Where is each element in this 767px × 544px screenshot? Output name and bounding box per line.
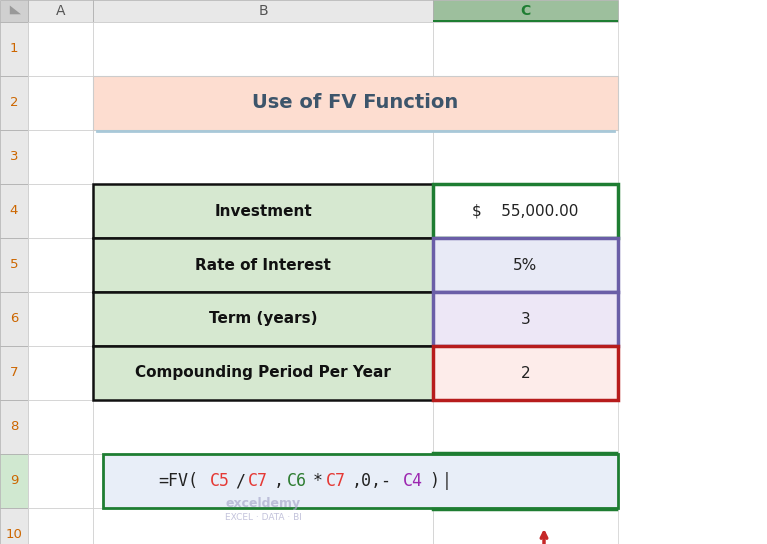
- Bar: [433, 76, 618, 130]
- Bar: [28, 400, 93, 454]
- Bar: [0, 22, 28, 76]
- Bar: [93, 184, 433, 238]
- Bar: [0, 292, 28, 346]
- Bar: [93, 238, 433, 292]
- Bar: [28, 454, 93, 508]
- Bar: [0, 454, 28, 508]
- Bar: [433, 238, 618, 292]
- Text: C7: C7: [326, 472, 346, 490]
- Bar: [433, 346, 618, 400]
- Bar: [93, 346, 433, 400]
- Text: 3: 3: [10, 151, 18, 164]
- Bar: [93, 76, 433, 130]
- Text: 6: 6: [10, 312, 18, 325]
- Bar: [28, 184, 93, 238]
- Bar: [28, 346, 93, 400]
- Bar: [93, 22, 433, 76]
- Bar: [103, 454, 618, 508]
- Polygon shape: [10, 5, 21, 14]
- Bar: [433, 238, 618, 292]
- Text: Compounding Period Per Year: Compounding Period Per Year: [135, 366, 391, 380]
- Text: |: |: [442, 472, 452, 490]
- Text: 8: 8: [10, 421, 18, 434]
- Text: 10: 10: [5, 529, 22, 541]
- Bar: [93, 292, 433, 346]
- Text: C: C: [520, 4, 531, 18]
- Bar: [433, 292, 618, 346]
- Bar: [433, 130, 618, 184]
- Text: =FV(: =FV(: [158, 472, 198, 490]
- Text: 2: 2: [10, 96, 18, 109]
- Text: 3: 3: [521, 312, 530, 326]
- Bar: [93, 238, 433, 292]
- Bar: [0, 0, 28, 22]
- Text: ,: ,: [274, 472, 284, 490]
- Bar: [433, 508, 618, 544]
- Bar: [93, 508, 433, 544]
- Bar: [93, 400, 433, 454]
- Bar: [433, 0, 618, 22]
- Text: A: A: [56, 4, 65, 18]
- Text: 4: 4: [10, 205, 18, 218]
- Text: Investment: Investment: [214, 203, 312, 219]
- Bar: [0, 184, 28, 238]
- Bar: [433, 400, 618, 454]
- Bar: [93, 346, 433, 400]
- Text: Term (years): Term (years): [209, 312, 318, 326]
- Text: C7: C7: [249, 472, 268, 490]
- Bar: [93, 76, 618, 130]
- Bar: [433, 346, 618, 400]
- Bar: [93, 454, 433, 508]
- Bar: [0, 508, 28, 544]
- Bar: [0, 76, 28, 130]
- Text: EXCEL · DATA · BI: EXCEL · DATA · BI: [225, 514, 301, 522]
- Text: *: *: [313, 472, 323, 490]
- Text: 2: 2: [521, 366, 530, 380]
- Bar: [93, 0, 433, 22]
- Bar: [0, 346, 28, 400]
- Bar: [0, 130, 28, 184]
- Text: 1: 1: [10, 42, 18, 55]
- Bar: [433, 184, 618, 238]
- Text: ,0,-: ,0,-: [351, 472, 391, 490]
- Text: C5: C5: [209, 472, 229, 490]
- Bar: [28, 0, 93, 22]
- Bar: [433, 454, 618, 508]
- Text: Rate of Interest: Rate of Interest: [195, 257, 331, 273]
- Bar: [93, 130, 433, 184]
- Bar: [28, 130, 93, 184]
- Text: C4: C4: [403, 472, 423, 490]
- Text: C6: C6: [287, 472, 307, 490]
- Text: 9: 9: [10, 474, 18, 487]
- Bar: [28, 238, 93, 292]
- Bar: [433, 292, 618, 346]
- Text: 7: 7: [10, 367, 18, 380]
- Text: 5: 5: [10, 258, 18, 271]
- Bar: [28, 292, 93, 346]
- Bar: [433, 184, 618, 238]
- Text: Use of FV Function: Use of FV Function: [252, 94, 459, 113]
- Text: exceldemy: exceldemy: [225, 498, 301, 510]
- Text: 5%: 5%: [513, 257, 538, 273]
- Bar: [433, 20, 618, 22]
- Bar: [93, 292, 433, 346]
- Bar: [0, 400, 28, 454]
- Bar: [28, 76, 93, 130]
- Text: $    55,000.00: $ 55,000.00: [472, 203, 578, 219]
- Text: ): ): [429, 472, 439, 490]
- Bar: [28, 22, 93, 76]
- Bar: [433, 22, 618, 76]
- Bar: [93, 184, 433, 238]
- Bar: [0, 238, 28, 292]
- Bar: [28, 508, 93, 544]
- Text: B: B: [258, 4, 268, 18]
- Text: /: /: [235, 472, 245, 490]
